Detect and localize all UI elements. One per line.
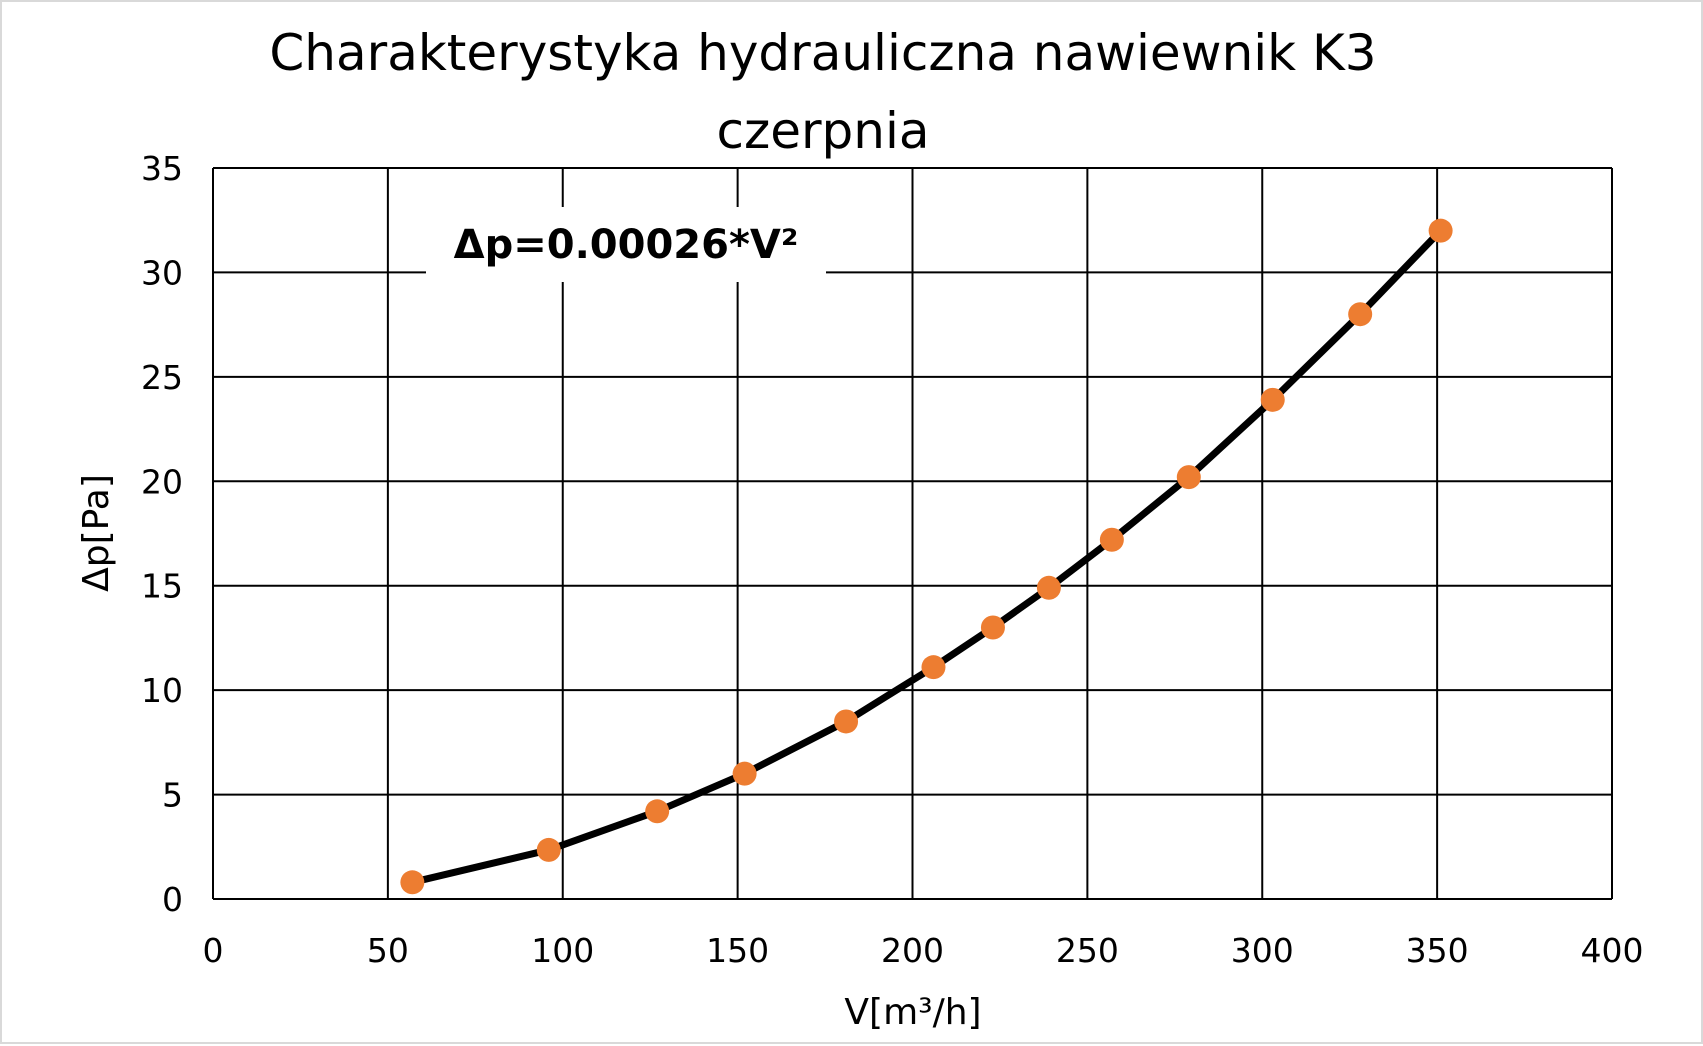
- x-tick-label: 300: [1231, 931, 1294, 970]
- x-tick-label: 150: [706, 931, 769, 970]
- data-point: [1428, 218, 1453, 243]
- chart-title-line-1: Charakterystyka hydrauliczna nawiewnik K…: [269, 24, 1376, 82]
- data-point: [1036, 575, 1061, 600]
- series-layer: [400, 218, 1453, 895]
- x-axis-label: V[m³/h]: [844, 992, 981, 1033]
- x-tick-label: 200: [881, 931, 944, 970]
- x-tick-label: 250: [1056, 931, 1119, 970]
- grid-layer: [212, 167, 1613, 900]
- chart-title-line-2: czerpnia: [716, 102, 929, 160]
- data-point: [536, 837, 561, 862]
- data-point: [1260, 387, 1285, 412]
- y-tick-label: 30: [141, 253, 183, 292]
- data-point: [834, 709, 859, 734]
- y-tick-label: 20: [141, 462, 183, 501]
- x-tick-label: 50: [367, 931, 409, 970]
- x-tick-label: 0: [203, 931, 224, 970]
- data-point: [1176, 465, 1201, 490]
- x-tick-label: 350: [1406, 931, 1469, 970]
- data-point: [732, 761, 757, 786]
- y-tick-label: 5: [162, 776, 183, 815]
- data-point: [921, 655, 946, 680]
- y-tick-label: 15: [141, 567, 183, 606]
- equation-annotation: Δp=0.00026*V²: [454, 222, 799, 268]
- data-point: [645, 799, 670, 824]
- data-point: [1099, 527, 1124, 552]
- y-axis-label: Δp[Pa]: [76, 474, 117, 592]
- data-point: [980, 615, 1005, 640]
- y-tick-label: 25: [141, 358, 183, 397]
- data-point: [1348, 302, 1373, 327]
- y-tick-label: 35: [141, 149, 183, 188]
- y-tick-label: 10: [141, 671, 183, 710]
- annotation-background: [426, 207, 826, 282]
- y-tick-label: 0: [162, 880, 183, 919]
- data-point: [400, 870, 425, 895]
- x-tick-label: 400: [1581, 931, 1644, 970]
- x-tick-label: 100: [531, 931, 594, 970]
- annotation-layer: Δp=0.00026*V²: [426, 207, 826, 282]
- trend-line: [408, 227, 1445, 886]
